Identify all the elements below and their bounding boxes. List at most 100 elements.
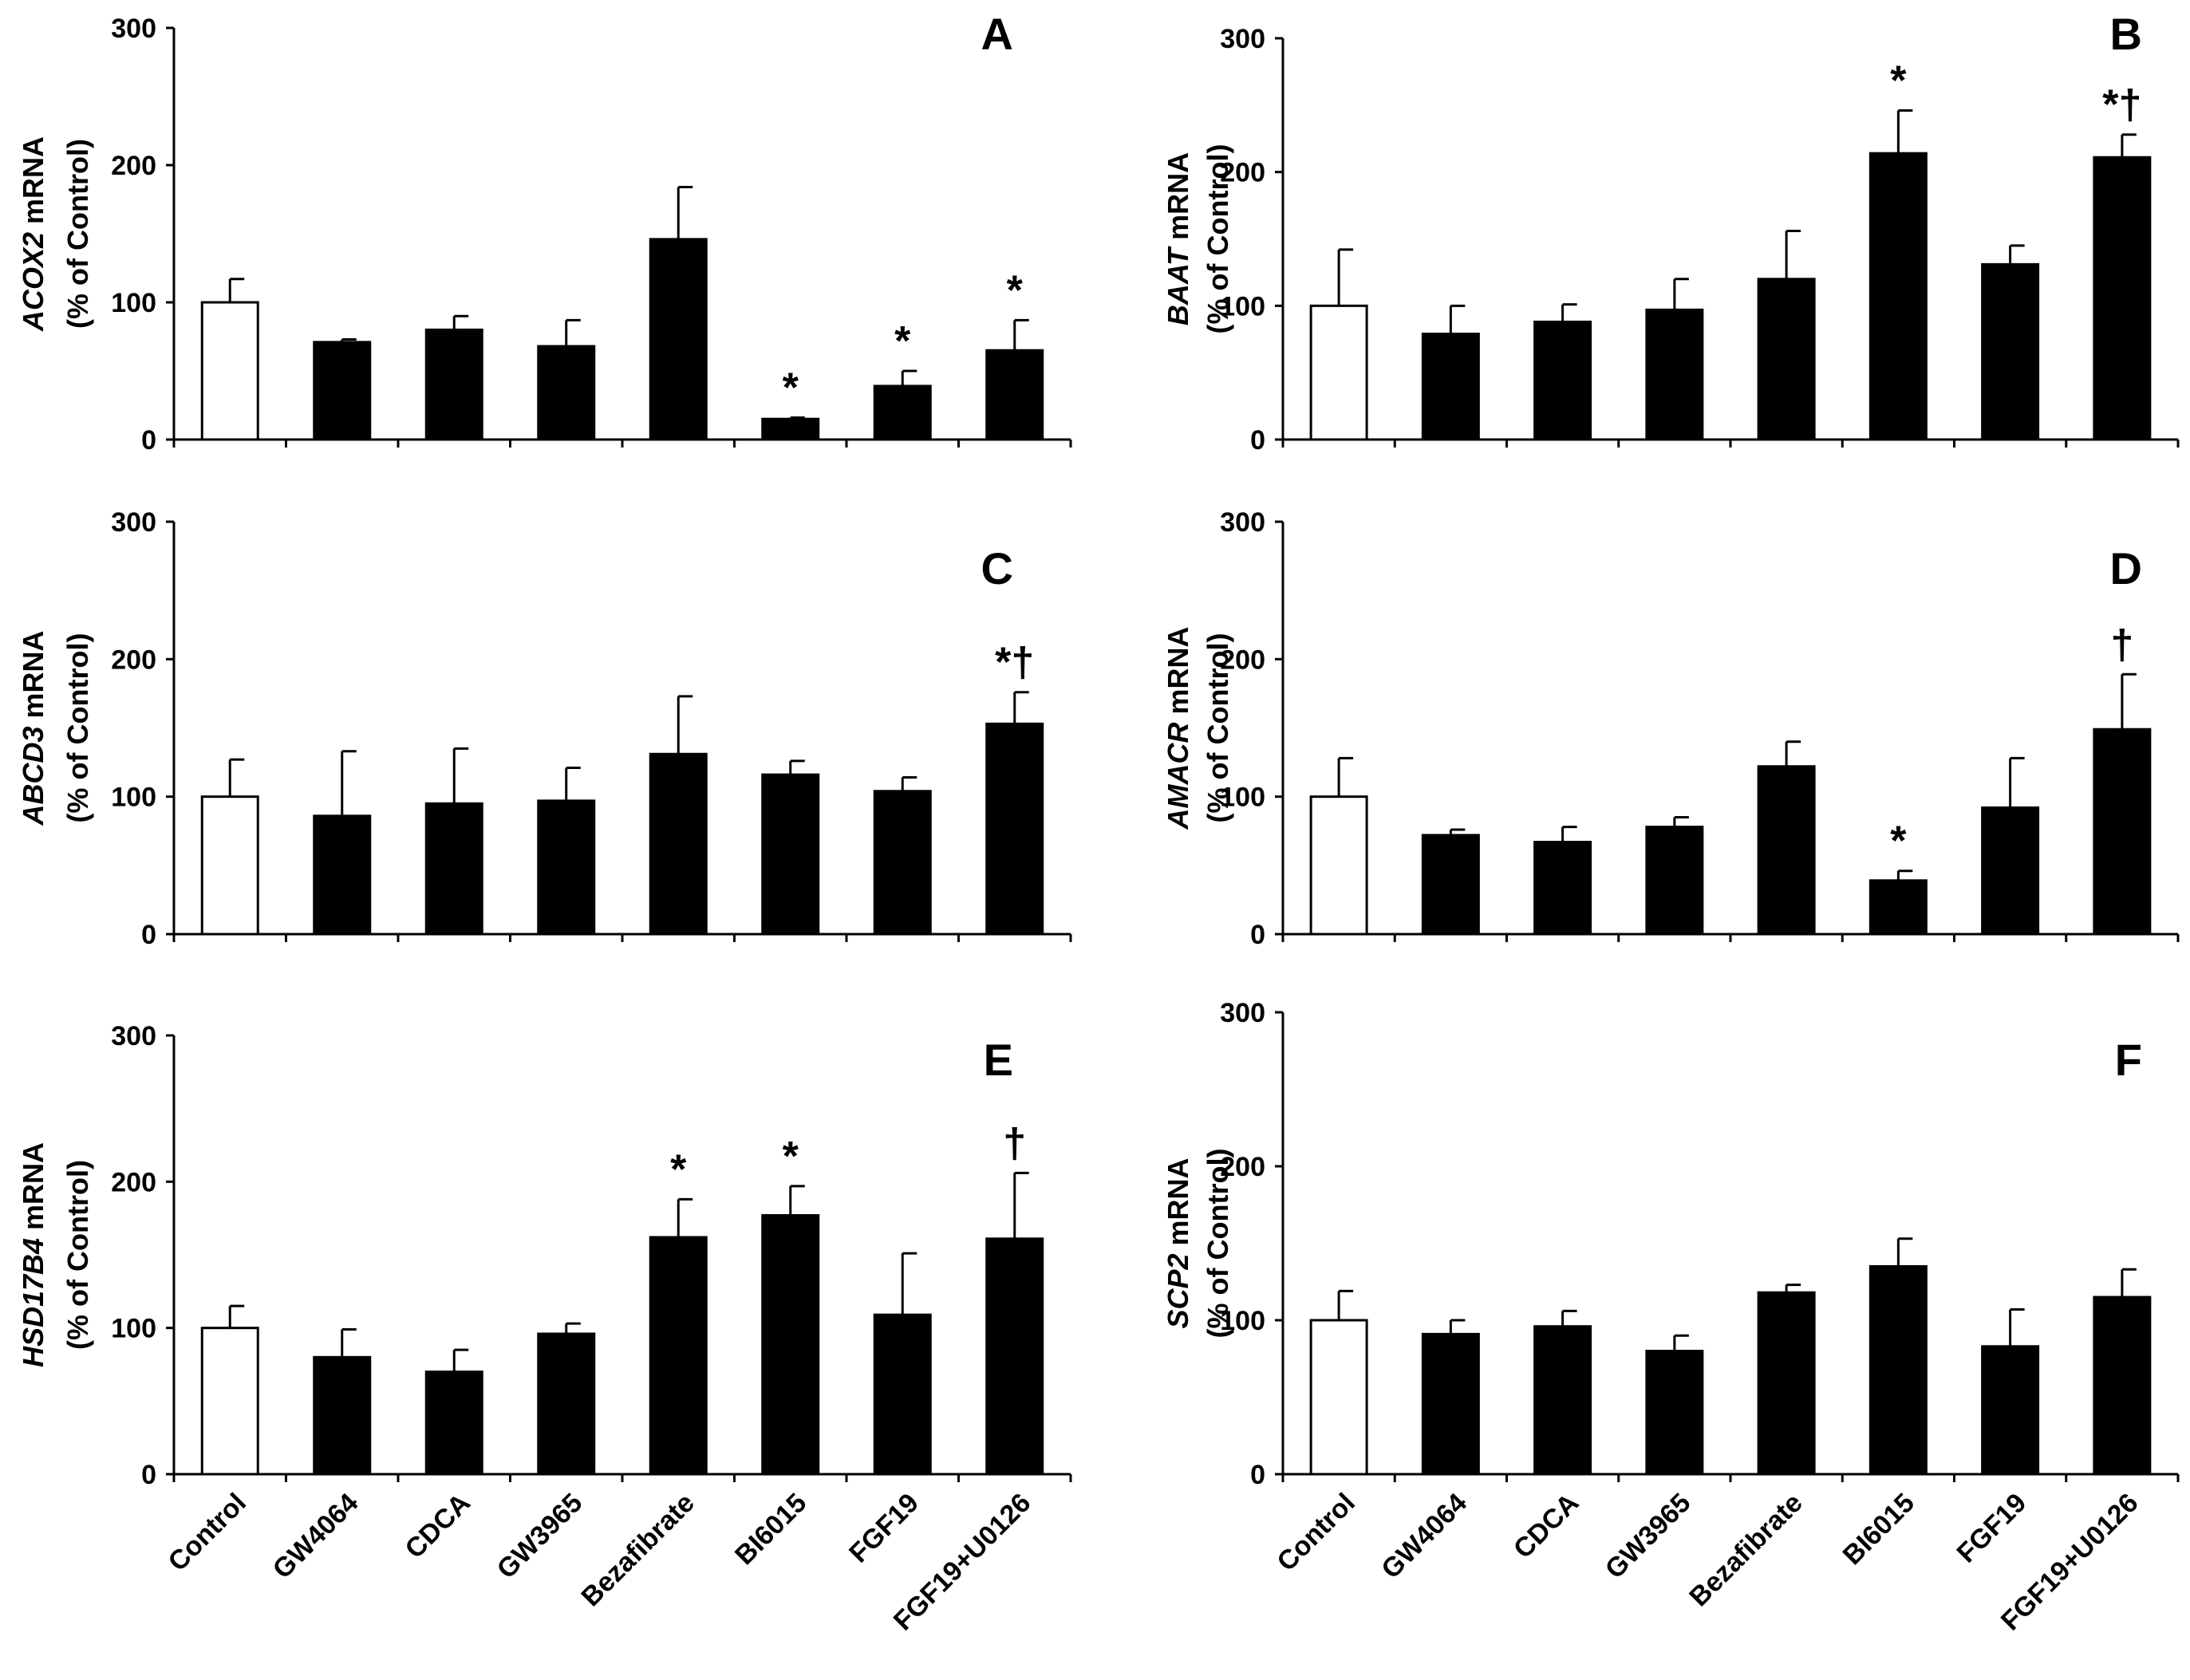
y-axis-label-unit: mRNA — [17, 630, 49, 726]
panel-letter: B — [2110, 9, 2142, 59]
bar — [2093, 156, 2152, 441]
panel-b: 0 100 200 300 * *† B BAAT mRNA (% of Control) — [1162, 9, 2180, 455]
y-tick-label: 0 — [141, 1460, 156, 1490]
y-axis-label: ACOX2 mRNA — [17, 136, 49, 332]
y-axis-label-line2: (% of Control) — [1202, 1149, 1234, 1339]
category-label: Control — [1271, 1488, 1360, 1577]
bar — [761, 417, 820, 441]
significance-mark: *† — [2102, 82, 2141, 128]
bar — [873, 790, 932, 936]
y-axis-label: AMACR mRNA — [1162, 627, 1194, 830]
significance-mark: * — [783, 1134, 799, 1180]
significance-mark: † — [2110, 621, 2133, 668]
y-axis-label: SCP2 mRNA — [1162, 1157, 1194, 1328]
bar — [2093, 728, 2152, 936]
y-tick-label: 100 — [1220, 783, 1265, 813]
category-label: Bezafibrate — [575, 1488, 700, 1612]
y-axis-label-line2: (% of Control) — [1202, 144, 1234, 334]
y-tick-label: 0 — [1250, 425, 1265, 455]
bar — [1421, 1332, 1480, 1476]
bar — [1981, 1345, 2040, 1476]
panel-letter: C — [981, 543, 1013, 594]
significance-mark: * — [894, 318, 911, 365]
panel-letter: F — [2115, 1035, 2142, 1085]
panel-letter: A — [981, 9, 1013, 59]
gene-name: AMACR — [1162, 723, 1194, 830]
bar — [985, 722, 1044, 936]
significance-mark: * — [1890, 58, 1907, 105]
category-label: GW4064 — [267, 1488, 365, 1585]
category-label: FGF19 — [843, 1488, 925, 1569]
bar — [424, 802, 483, 936]
bar — [313, 814, 372, 936]
y-tick-label: 100 — [1220, 1306, 1265, 1336]
gene-name: BAAT — [1162, 246, 1194, 325]
bar — [313, 1355, 372, 1476]
bar — [1309, 304, 1368, 441]
gene-name: SCP2 — [1162, 1253, 1194, 1328]
category-label: GW3965 — [491, 1488, 589, 1585]
y-tick-label: 0 — [1250, 1460, 1265, 1490]
category-label: Bezafibrate — [1683, 1488, 1808, 1612]
y-tick-label: 200 — [1220, 645, 1265, 675]
bar — [1757, 765, 1816, 936]
y-axis-label: ABCD3 mRNA — [17, 630, 49, 826]
bar — [1533, 1325, 1592, 1476]
y-tick-label: 200 — [111, 645, 156, 675]
y-axis-label: HSD17B4 mRNA — [17, 1142, 49, 1367]
bar — [200, 301, 259, 441]
bar — [985, 349, 1044, 441]
gene-name: HSD17B4 — [17, 1238, 49, 1367]
y-tick-label: 300 — [1220, 507, 1265, 538]
panel-c: 0 100 200 300 *† C ABCD3 mRNA (% of Control) — [17, 507, 1072, 950]
bar — [1757, 1291, 1816, 1476]
y-axis-label-line2: (% of Control) — [1202, 633, 1234, 823]
y-axis-label-unit: mRNA — [17, 1142, 49, 1238]
y-tick-label: 300 — [1220, 24, 1265, 54]
category-label: BI6015 — [1837, 1488, 1920, 1571]
significance-mark: *† — [995, 640, 1034, 686]
bar — [1421, 333, 1480, 441]
y-tick-label: 0 — [141, 425, 156, 455]
bar — [1421, 834, 1480, 936]
y-tick-label: 200 — [1220, 1152, 1265, 1182]
panel-a: 0 100 200 300 * * * A ACOX2 mRNA (% of Control) — [17, 9, 1072, 455]
significance-mark: * — [1007, 267, 1024, 314]
y-axis-label-line2: (% of Control) — [61, 139, 94, 329]
bar — [1645, 1350, 1704, 1476]
bar — [1645, 308, 1704, 441]
bar — [649, 752, 708, 936]
bar — [649, 1236, 708, 1476]
category-label: CDCA — [400, 1488, 476, 1564]
panel-letter: E — [984, 1035, 1013, 1085]
bar — [537, 345, 596, 441]
significance-mark: * — [783, 365, 799, 411]
bar — [1868, 1264, 1928, 1476]
category-label: GW4064 — [1375, 1488, 1473, 1585]
bar — [1757, 278, 1816, 441]
y-axis-label-unit: mRNA — [1162, 627, 1194, 723]
category-label: GW3965 — [1600, 1488, 1697, 1585]
y-tick-label: 100 — [111, 783, 156, 813]
y-axis-label-unit: mRNA — [17, 136, 49, 232]
y-tick-label: 200 — [1220, 158, 1265, 188]
significance-mark: * — [670, 1146, 687, 1193]
y-tick-label: 0 — [1250, 920, 1265, 950]
bar — [1533, 841, 1592, 936]
y-tick-label: 100 — [111, 1314, 156, 1344]
bar — [200, 1327, 259, 1476]
bar — [424, 328, 483, 441]
bar — [985, 1237, 1044, 1476]
category-label: BI6015 — [729, 1488, 812, 1571]
bar — [873, 385, 932, 441]
category-label: Control — [163, 1488, 252, 1577]
bar — [1309, 1319, 1368, 1476]
bar — [1645, 826, 1704, 936]
significance-mark: * — [1890, 818, 1907, 865]
y-axis-label-line2: (% of Control) — [61, 1160, 94, 1350]
bar — [2093, 1295, 2152, 1476]
category-label: FGF19 — [1951, 1488, 2033, 1569]
gene-name: ABCD3 — [17, 727, 49, 826]
y-axis-label: BAAT mRNA — [1162, 152, 1194, 325]
